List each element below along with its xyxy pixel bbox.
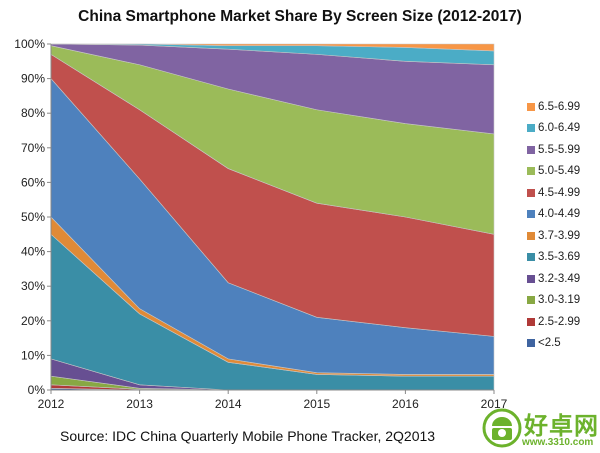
legend-item: 2.5-2.99 xyxy=(527,311,580,333)
legend-label: 2.5-2.99 xyxy=(538,315,581,328)
y-tick-label: 30% xyxy=(21,279,45,293)
android-logo-icon xyxy=(482,408,522,448)
legend-swatch xyxy=(527,231,535,240)
x-tick-label: 2017 xyxy=(481,397,508,411)
x-tick-label: 2014 xyxy=(215,397,242,411)
y-tick-label: 60% xyxy=(21,175,45,189)
y-tick-label: 50% xyxy=(21,210,45,224)
legend-label: 6.5-6.99 xyxy=(538,100,581,113)
legend-item: 3.7-3.99 xyxy=(527,225,580,247)
watermark-url: www.3310.com xyxy=(522,437,594,448)
x-tick-label: 2015 xyxy=(303,397,330,411)
y-tick-label: 90% xyxy=(21,72,45,86)
legend-item: 3.0-3.19 xyxy=(527,290,580,312)
y-tick-label: 40% xyxy=(21,245,45,259)
legend-item: 6.5-6.99 xyxy=(527,96,580,118)
watermark-text: 好卓网 xyxy=(524,413,599,440)
legend-label: 3.0-3.19 xyxy=(538,294,581,307)
y-tick-label: 10% xyxy=(21,348,45,362)
legend-label: 6.0-6.49 xyxy=(538,122,581,135)
legend-label: 3.7-3.99 xyxy=(538,229,581,242)
legend-item: 5.0-5.49 xyxy=(527,161,580,183)
legend-swatch xyxy=(527,145,535,154)
legend-label: <2.5 xyxy=(538,337,561,350)
source-note: Source: IDC China Quarterly Mobile Phone… xyxy=(60,428,436,444)
legend-swatch xyxy=(527,274,535,283)
legend-label: 4.5-4.99 xyxy=(538,186,581,199)
legend-item: 4.0-4.49 xyxy=(527,204,580,226)
legend-swatch xyxy=(527,102,535,111)
legend-swatch xyxy=(527,210,535,219)
legend-swatch xyxy=(527,296,535,305)
legend-swatch xyxy=(527,124,535,133)
y-tick-label: 80% xyxy=(21,106,45,120)
legend: 6.5-6.99 6.0-6.49 5.5-5.99 5.0-5.49 4.5-4.99… xyxy=(527,96,580,354)
legend-label: 3.5-3.69 xyxy=(538,251,581,264)
legend-swatch xyxy=(527,167,535,176)
y-tick-label: 70% xyxy=(21,141,45,155)
legend-swatch xyxy=(527,339,535,348)
legend-label: 5.5-5.99 xyxy=(538,143,581,156)
legend-item: 3.5-3.69 xyxy=(527,247,580,269)
legend-item: 3.2-3.49 xyxy=(527,268,580,290)
legend-item: <2.5 xyxy=(527,333,580,355)
legend-item: 4.5-4.99 xyxy=(527,182,580,204)
y-tick-label: 0% xyxy=(28,383,46,397)
legend-swatch xyxy=(527,317,535,326)
y-tick-label: 100% xyxy=(14,37,45,51)
legend-item: 6.0-6.49 xyxy=(527,118,580,140)
legend-item: 5.5-5.99 xyxy=(527,139,580,161)
x-tick-label: 2013 xyxy=(126,397,153,411)
area-series-11 xyxy=(51,43,495,52)
legend-label: 3.2-3.49 xyxy=(538,272,581,285)
watermark-logo: 好卓网 www.3310.com xyxy=(482,404,600,451)
x-tick-label: 2012 xyxy=(38,397,65,411)
chart-title: China Smartphone Market Share By Screen … xyxy=(78,8,522,25)
legend-swatch xyxy=(527,253,535,262)
legend-label: 5.0-5.49 xyxy=(538,165,581,178)
y-tick-label: 20% xyxy=(21,314,45,328)
x-tick-label: 2016 xyxy=(392,397,419,411)
legend-swatch xyxy=(527,188,535,197)
legend-label: 4.0-4.49 xyxy=(538,208,581,221)
